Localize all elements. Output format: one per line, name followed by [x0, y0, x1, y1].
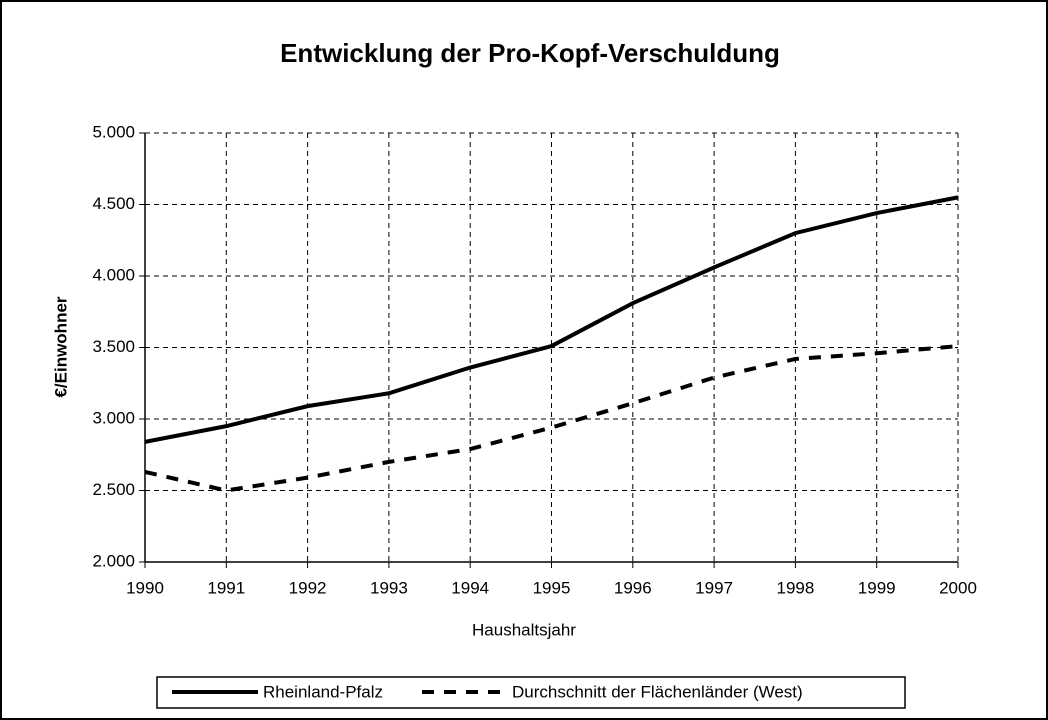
x-tick-label: 2000	[939, 578, 977, 597]
y-tick-label: 5.000	[92, 122, 135, 141]
x-tick-label: 1996	[614, 578, 652, 597]
y-tick-label: 2.000	[92, 551, 135, 570]
y-tick-label: 3.000	[92, 408, 135, 427]
x-axis-label: Haushaltsjahr	[472, 620, 576, 639]
series-line	[144, 344, 959, 493]
x-tick-label: 1997	[695, 578, 733, 597]
x-tick-label: 1991	[207, 578, 245, 597]
series-line	[144, 195, 959, 444]
y-tick-label: 3.500	[92, 337, 135, 356]
x-tick-label: 1998	[776, 578, 814, 597]
legend-label: Rheinland-Pfalz	[263, 682, 383, 701]
x-tick-label: 1995	[533, 578, 571, 597]
legend-box	[156, 676, 906, 709]
y-tick-label: 2.500	[92, 480, 135, 499]
x-tick-label: 1990	[126, 578, 164, 597]
x-tick-label: 1992	[289, 578, 327, 597]
y-tick-label: 4.000	[92, 265, 135, 284]
y-tick-label: 4.500	[92, 194, 135, 213]
chart-title: Entwicklung der Pro-Kopf-Verschuldung	[280, 38, 780, 68]
legend-label: Durchschnitt der Flächenländer (West)	[512, 682, 803, 701]
x-tick-label: 1999	[858, 578, 896, 597]
x-tick-label: 1993	[370, 578, 408, 597]
y-axis-label: €/Einwohner	[51, 296, 70, 397]
x-tick-label: 1994	[451, 578, 489, 597]
